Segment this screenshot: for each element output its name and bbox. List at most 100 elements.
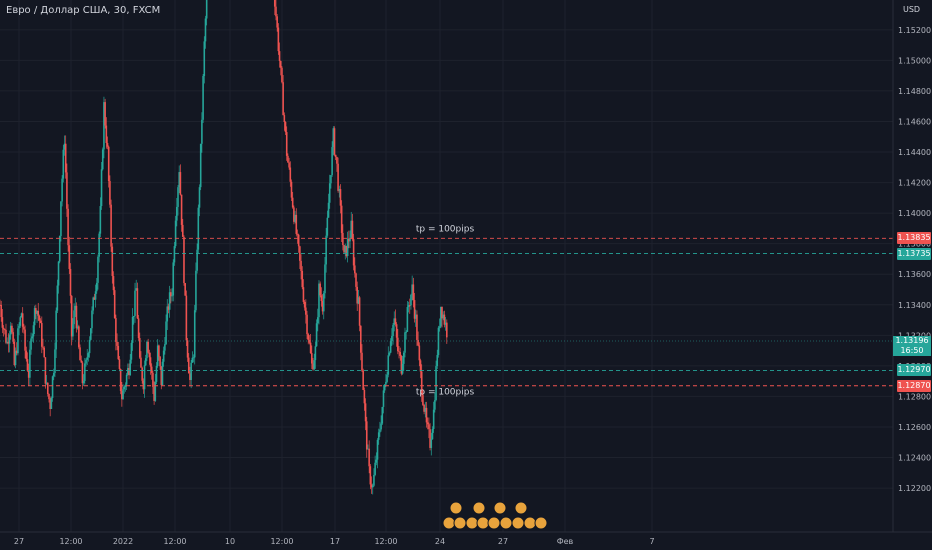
- horizontal-levels[interactable]: [0, 237, 893, 387]
- candle-body: [67, 208, 69, 246]
- candle-body: [24, 329, 26, 351]
- candle-body: [377, 432, 380, 440]
- candle-body: [100, 169, 103, 207]
- candle-body: [431, 429, 434, 440]
- candle-body: [143, 365, 146, 390]
- candle-body: [184, 283, 186, 296]
- candle-body: [92, 297, 94, 311]
- currency-label[interactable]: USD: [903, 5, 921, 14]
- candle-body: [174, 220, 177, 247]
- candle-body: [324, 264, 326, 294]
- candle-body: [290, 181, 293, 198]
- price-tick-label: 1.14600: [898, 117, 931, 126]
- candle-body: [322, 293, 325, 312]
- candle-body: [11, 325, 13, 333]
- candle-body: [176, 206, 178, 221]
- candle-body: [315, 323, 318, 347]
- candle-body: [332, 128, 335, 148]
- candle-body: [319, 283, 321, 296]
- candle-body: [305, 307, 307, 315]
- candle-body: [380, 423, 382, 430]
- candle-body: [76, 326, 79, 329]
- candle-body: [167, 306, 170, 310]
- price-tick-label: 1.13200: [898, 331, 931, 340]
- candle-body: [405, 331, 407, 333]
- candle-body: [428, 424, 430, 430]
- candle-body: [337, 163, 339, 191]
- event-icons[interactable]: [442, 501, 548, 530]
- time-tick-label: Фев: [557, 537, 574, 546]
- candle-body: [62, 149, 65, 179]
- level-price-tag: 1.13735: [897, 247, 931, 260]
- candle-body: [17, 328, 19, 354]
- candle-body: [196, 249, 198, 271]
- candle-body: [193, 310, 196, 358]
- candle-body: [66, 172, 68, 209]
- price-tick-label: 1.12800: [898, 392, 931, 401]
- candle-body: [359, 325, 362, 353]
- candle-body: [338, 189, 341, 191]
- price-tick-label: 1.14000: [898, 209, 931, 218]
- candle-body: [278, 51, 281, 61]
- candle-body: [55, 310, 57, 350]
- candle-body: [79, 347, 81, 361]
- candle-body: [7, 341, 10, 344]
- candle-body: [303, 301, 306, 308]
- price-tick-label: 1.13600: [898, 270, 931, 279]
- candle-body: [320, 295, 323, 302]
- candle-body: [32, 325, 35, 337]
- candle-body: [281, 67, 283, 83]
- candle-body: [410, 294, 412, 306]
- candle-body: [293, 207, 295, 222]
- candle-body: [70, 295, 73, 337]
- candle-body: [191, 357, 194, 363]
- candle-body: [423, 404, 425, 412]
- candle-body: [440, 306, 442, 327]
- candle-body: [288, 162, 290, 168]
- candle-body: [135, 288, 137, 291]
- candle-body: [203, 41, 206, 76]
- candle-body: [442, 314, 445, 319]
- candle-body: [165, 321, 167, 345]
- candle-body: [80, 360, 83, 363]
- candle-body: [164, 344, 166, 351]
- candle-body: [35, 308, 37, 314]
- candle-body: [408, 305, 411, 306]
- candle-body: [162, 350, 165, 362]
- time-tick-label: 12:00: [59, 537, 82, 546]
- candle-body: [170, 292, 172, 297]
- candle-body: [432, 409, 435, 430]
- candle-body: [125, 374, 128, 385]
- candle-body: [5, 329, 7, 343]
- candle-body: [46, 382, 49, 394]
- candle-body: [128, 368, 130, 376]
- candle-body: [18, 325, 20, 329]
- last-price-badge: 1.13196 16:50: [893, 336, 931, 356]
- time-tick-label: 24: [435, 537, 445, 546]
- candle-body: [425, 407, 428, 423]
- candle-body: [51, 376, 54, 398]
- candle-body: [201, 119, 203, 144]
- candle-body: [331, 147, 333, 176]
- candle-body: [8, 334, 11, 344]
- candle-body: [117, 345, 120, 360]
- candle-body: [370, 484, 373, 488]
- candle-body: [12, 332, 14, 342]
- candle-body: [31, 336, 34, 339]
- candle-body: [101, 149, 104, 170]
- candle-body: [382, 390, 385, 407]
- candle-body: [127, 368, 129, 375]
- candle-body: [330, 175, 332, 184]
- candle-body: [78, 326, 80, 348]
- candle-body: [282, 82, 284, 116]
- time-axis[interactable]: 27 12:00 2022 12:00 10 12:00 17 12:00 24 27 Фев 7: [14, 537, 655, 546]
- tp-annotation: tp = 100pips: [416, 388, 475, 398]
- price-tick-label: 1.14200: [898, 179, 931, 188]
- candle-body: [156, 345, 159, 366]
- candle-body: [75, 305, 78, 329]
- candle-body: [334, 154, 337, 157]
- candle-body: [180, 194, 183, 225]
- candle-body: [57, 261, 60, 286]
- time-tick-label: 2022: [113, 537, 133, 546]
